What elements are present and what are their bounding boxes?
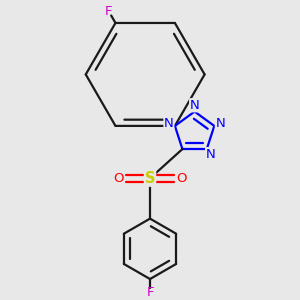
Text: N: N	[206, 148, 215, 161]
Text: O: O	[113, 172, 124, 185]
Text: N: N	[215, 117, 225, 130]
Text: F: F	[146, 286, 154, 299]
Text: F: F	[105, 4, 112, 17]
Text: O: O	[176, 172, 187, 185]
Text: N: N	[164, 117, 174, 130]
Text: S: S	[145, 171, 155, 186]
Text: N: N	[190, 99, 200, 112]
